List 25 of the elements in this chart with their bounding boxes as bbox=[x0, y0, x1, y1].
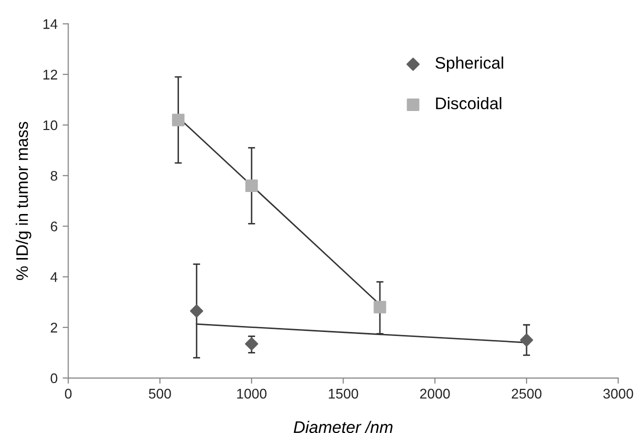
legend-label: Spherical bbox=[436, 56, 504, 72]
x-tick-label: 3000 bbox=[603, 388, 634, 399]
point bbox=[245, 179, 258, 192]
x-tick-label: 2500 bbox=[512, 388, 542, 399]
y-tick-label: 6 bbox=[50, 222, 58, 232]
point bbox=[520, 333, 534, 347]
point bbox=[374, 300, 386, 314]
y-tick-label: 0 bbox=[50, 373, 58, 384]
y-tick-label: 12 bbox=[43, 70, 58, 80]
x-tick-label: 0 bbox=[64, 388, 72, 399]
legend-label: Discoidal bbox=[436, 97, 502, 110]
x-tick-label: 500 bbox=[148, 388, 171, 399]
x-tick-label: 2000 bbox=[420, 388, 450, 399]
x-tick-label: 1500 bbox=[328, 388, 358, 399]
point bbox=[190, 304, 204, 318]
point bbox=[172, 114, 185, 126]
y-tick-label: 2 bbox=[50, 322, 58, 332]
point bbox=[244, 337, 258, 350]
y-tick-label: 10 bbox=[43, 120, 58, 130]
y-tick-label: 8 bbox=[50, 170, 58, 181]
x-tick-label: 1000 bbox=[237, 388, 266, 399]
x-axis-title: Diameter /nm bbox=[294, 420, 392, 433]
y-tick-label: 14 bbox=[43, 19, 58, 29]
y-tick-label: 4 bbox=[50, 272, 58, 282]
y-axis-title: % ID/g in tumor mass bbox=[16, 122, 32, 280]
